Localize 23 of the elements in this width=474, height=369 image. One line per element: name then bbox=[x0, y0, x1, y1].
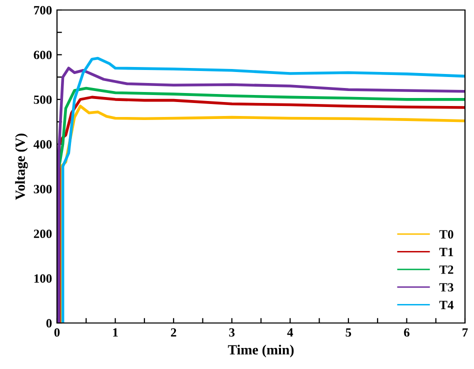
y-tick-label: 400 bbox=[34, 140, 52, 149]
x-tick-label: 1 bbox=[113, 328, 118, 337]
y-axis-title: Voltage (V) bbox=[15, 134, 28, 200]
x-tick-label: 0 bbox=[54, 328, 60, 337]
y-tick-label: 700 bbox=[34, 6, 52, 14]
y-tick-label: 200 bbox=[34, 230, 52, 238]
y-tick-label: 500 bbox=[34, 95, 52, 104]
legend-label: T2 bbox=[439, 265, 454, 274]
y-tick-label: 100 bbox=[34, 274, 52, 283]
legend-label: T3 bbox=[439, 283, 454, 292]
legend-label: T1 bbox=[439, 248, 454, 256]
x-tick-label: 5 bbox=[346, 328, 352, 337]
x-tick-label: 3 bbox=[229, 328, 235, 337]
legend-label: T0 bbox=[439, 230, 454, 239]
x-tick-label: 7 bbox=[462, 328, 468, 337]
y-tick-label: 300 bbox=[34, 184, 52, 194]
x-axis-title: Time (min) bbox=[228, 344, 294, 358]
y-tick-label: 600 bbox=[34, 50, 52, 60]
x-tick-label: 6 bbox=[404, 328, 410, 337]
y-tick-label: 0 bbox=[46, 319, 52, 328]
legend-label: T4 bbox=[439, 300, 454, 310]
x-tick-label: 4 bbox=[287, 328, 294, 337]
x-tick-label: 2 bbox=[170, 328, 176, 337]
